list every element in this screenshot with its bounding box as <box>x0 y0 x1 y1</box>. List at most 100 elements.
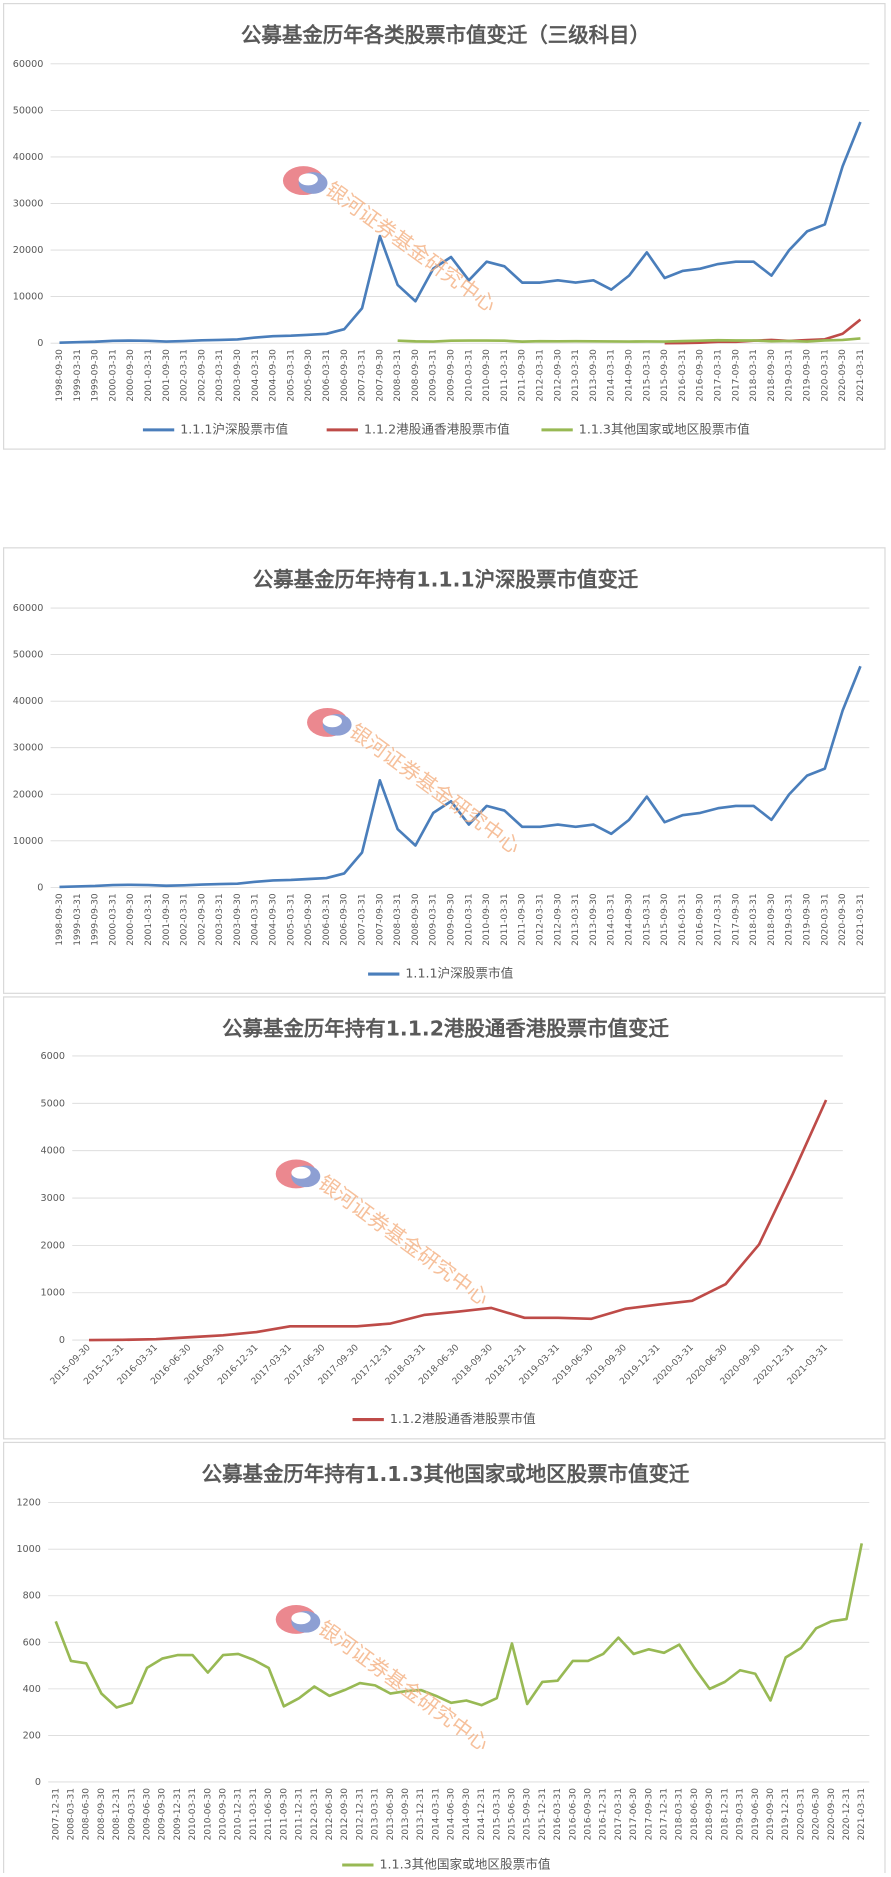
chart-title: 公募基金历年持有1.1.2港股通香港股票市值变迁 <box>222 1016 669 1040</box>
y-tick-label: 10000 <box>13 292 44 303</box>
chart-title: 公募基金历年持有1.1.3其他国家或地区股票市值变迁 <box>202 1462 690 1486</box>
x-tick-label: 2005-03-31 <box>286 349 296 401</box>
x-tick-label: 2020-03-31 <box>820 893 830 945</box>
y-tick-label: 400 <box>23 1684 41 1695</box>
x-tick-label: 2017-09-30 <box>731 349 741 402</box>
x-tick-label: 2016-03-31 <box>678 893 688 945</box>
x-tick-label: 2001-03-31 <box>144 349 154 401</box>
x-tick-label: 2002-03-31 <box>180 349 190 401</box>
x-tick-label: 2015-12-31 <box>538 1788 548 1840</box>
legend-label: 1.1.3其他国家或地区股票市值 <box>380 1857 551 1872</box>
y-tick-label: 5000 <box>41 1098 66 1109</box>
y-tick-label: 4000 <box>41 1146 66 1157</box>
x-tick-label: 2011-09-30 <box>518 893 528 946</box>
x-tick-label: 2019-09-30 <box>803 893 813 946</box>
y-tick-label: 6000 <box>41 1051 66 1062</box>
x-tick-label: 2010-12-31 <box>234 1788 244 1840</box>
x-tick-label: 2016-06-30 <box>568 1788 578 1841</box>
x-tick-label: 2011-03-31 <box>249 1788 259 1840</box>
data-line <box>54 1543 864 1709</box>
x-tick-label: 2013-09-30 <box>401 1788 411 1841</box>
x-tick-label: 2015-03-31 <box>642 893 652 945</box>
x-tick-label: 2004-09-30 <box>269 349 279 402</box>
legend-label: 1.1.3其他国家或地区股票市值 <box>579 421 750 436</box>
x-tick-label: 2014-12-31 <box>477 1788 487 1840</box>
x-tick-label: 2010-09-30 <box>482 349 492 402</box>
x-tick-label: 2013-09-30 <box>589 893 599 946</box>
x-tick-label: 2012-09-30 <box>553 349 563 402</box>
x-tick-label: 2021-03-31 <box>857 1788 867 1840</box>
x-tick-label: 2006-03-31 <box>322 893 332 945</box>
y-tick-label: 60000 <box>13 59 44 70</box>
data-line <box>59 121 862 345</box>
panel-frame <box>3 547 886 994</box>
y-tick-label: 1200 <box>16 1498 41 1509</box>
x-tick-label: 2002-09-30 <box>197 893 207 946</box>
x-tick-label: 2000-03-31 <box>108 893 118 945</box>
x-tick-label: 2004-09-30 <box>269 893 279 946</box>
x-tick-label: 2007-09-30 <box>375 893 385 946</box>
x-tick-label: 2000-03-31 <box>108 349 118 401</box>
x-tick-label: 2002-09-30 <box>197 349 207 402</box>
x-tick-label: 2015-03-31 <box>642 349 652 401</box>
legend-label: 1.1.2港股通香港股票市值 <box>364 421 510 436</box>
logo-part <box>322 715 342 728</box>
x-tick-label: 2009-03-31 <box>429 349 439 401</box>
x-tick-label: 2017-03-31 <box>614 1788 624 1840</box>
x-tick-label: 2009-09-30 <box>447 893 457 946</box>
x-tick-label: 2018-03-31 <box>749 893 759 945</box>
x-tick-label: 2011-03-31 <box>500 349 510 401</box>
legend-label: 1.1.2港股通香港股票市值 <box>390 1411 536 1426</box>
logo-part <box>291 1166 311 1179</box>
x-tick-label: 2015-09-30 <box>523 1788 533 1841</box>
x-tick-label: 2004-03-31 <box>251 893 261 945</box>
x-tick-label: 2015-09-30 <box>660 349 670 402</box>
x-tick-label: 2020-12-31 <box>842 1788 852 1840</box>
x-tick-label: 2019-09-30 <box>766 1788 776 1841</box>
data-line <box>59 665 862 889</box>
x-tick-label: 2010-09-30 <box>482 893 492 946</box>
x-tick-label: 2010-03-31 <box>188 1788 198 1840</box>
x-tick-label: 2011-09-30 <box>279 1788 289 1841</box>
y-tick-label: 0 <box>37 882 43 893</box>
x-tick-label: 2011-12-31 <box>295 1788 305 1840</box>
x-tick-label: 2020-03-31 <box>820 349 830 401</box>
x-tick-label: 2007-12-31 <box>51 1788 61 1840</box>
y-tick-label: 50000 <box>13 105 44 116</box>
x-tick-label: 2009-09-30 <box>447 349 457 402</box>
x-tick-label: 2010-06-30 <box>203 1788 213 1841</box>
x-tick-label: 2006-09-30 <box>340 893 350 946</box>
x-tick-label: 2016-09-30 <box>696 349 706 402</box>
chart-title: 公募基金历年持有1.1.1沪深股票市值变迁 <box>253 567 639 591</box>
watermark-logo <box>282 166 328 196</box>
x-tick-label: 2001-09-30 <box>162 893 172 946</box>
y-tick-label: 1000 <box>41 1288 66 1299</box>
x-tick-label: 2014-06-30 <box>447 1788 457 1841</box>
x-tick-label: 2013-06-30 <box>386 1788 396 1841</box>
x-tick-label: 2020-09-30 <box>838 893 848 946</box>
x-tick-label: 2015-09-30 <box>660 893 670 946</box>
x-tick-label: 2016-09-30 <box>696 893 706 946</box>
x-tick-label: 2000-09-30 <box>126 893 136 946</box>
x-tick-label: 2017-06-30 <box>629 1788 639 1841</box>
x-tick-label: 2017-09-30 <box>644 1788 654 1841</box>
x-tick-label: 2018-09-30 <box>767 349 777 402</box>
x-tick-label: 2003-09-30 <box>233 893 243 946</box>
x-tick-label: 2008-03-31 <box>393 349 403 401</box>
chart-title: 公募基金历年各类股票市值变迁（三级科目） <box>241 23 650 47</box>
x-tick-label: 2001-09-30 <box>162 349 172 402</box>
x-tick-label: 2012-12-31 <box>355 1788 365 1840</box>
x-tick-label: 2015-06-30 <box>507 1788 517 1841</box>
x-tick-label: 2016-03-31 <box>553 1788 563 1840</box>
y-tick-label: 20000 <box>13 789 44 800</box>
data-line <box>397 337 861 343</box>
x-tick-label: 2014-09-30 <box>625 893 635 946</box>
y-tick-label: 0 <box>59 1335 65 1346</box>
x-tick-label: 2011-06-30 <box>264 1788 274 1841</box>
x-tick-label: 2013-03-31 <box>571 893 581 945</box>
panel-frame <box>3 1441 886 1877</box>
x-tick-label: 2007-03-31 <box>358 893 368 945</box>
x-tick-label: 2000-09-30 <box>126 349 136 402</box>
x-tick-label: 2004-03-31 <box>251 349 261 401</box>
